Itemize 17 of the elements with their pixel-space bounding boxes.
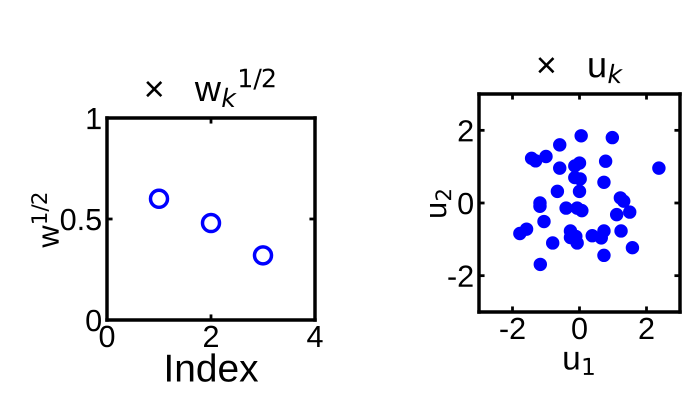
- chart-title: × w$_{k}$$^{1/2}$: [146, 68, 274, 107]
- x-tick-label: 0: [572, 318, 587, 340]
- x-tick-label: 0: [100, 326, 114, 348]
- y-axis-title: u$_{2}$: [430, 190, 452, 217]
- y-tick-label: 2: [458, 120, 473, 142]
- x-tick-label: 2: [204, 326, 218, 348]
- y-axis-title: w$^{1/2}$: [31, 194, 59, 248]
- chart-title: × u$_{k}$: [538, 57, 623, 84]
- x-tick-label: 2: [640, 318, 654, 340]
- x-tick-label: 4: [307, 326, 323, 348]
- x-axis-title: Index: [167, 353, 258, 382]
- y-tick-label: -2: [448, 265, 473, 287]
- y-tick-label: 0.5: [60, 208, 101, 230]
- y-tick-label: 0: [458, 192, 473, 214]
- y-tick-label: 1: [87, 108, 101, 130]
- x-tick-label: -2: [500, 318, 525, 340]
- x-axis-title: u$_{1}$: [564, 352, 594, 375]
